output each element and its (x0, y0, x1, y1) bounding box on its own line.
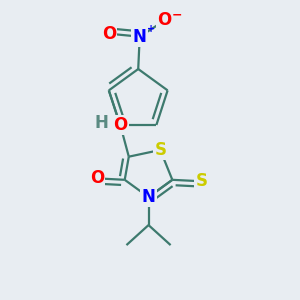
Text: O: O (113, 116, 127, 134)
Text: S: S (196, 172, 208, 190)
Text: +: + (147, 24, 155, 34)
Text: S: S (154, 141, 166, 159)
Text: O: O (158, 11, 172, 29)
Text: O: O (90, 169, 104, 187)
Text: −: − (172, 8, 182, 21)
Text: N: N (133, 28, 147, 46)
Text: H: H (94, 114, 108, 132)
Text: O: O (102, 25, 116, 43)
Text: N: N (142, 188, 155, 206)
